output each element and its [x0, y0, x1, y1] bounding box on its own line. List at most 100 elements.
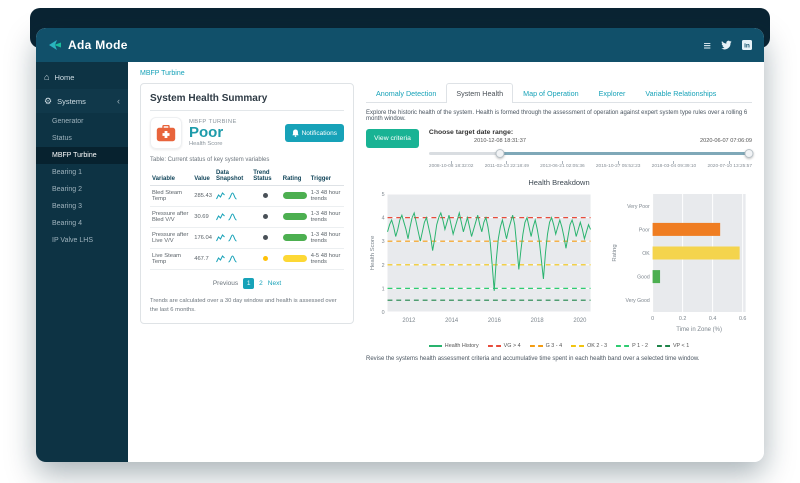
pagination-next[interactable]: Next — [267, 280, 282, 287]
pagination-page-1[interactable]: 1 — [243, 278, 255, 289]
svg-text:2016: 2016 — [488, 318, 502, 324]
variable-value: 30.69 — [192, 206, 214, 228]
slider-tick: 2020-07-10 13:25:57 — [707, 164, 752, 169]
sidebar-item-bearing-2[interactable]: Bearing 2 — [52, 186, 82, 193]
variable-name: Pressure after Bled V/V — [150, 206, 193, 228]
tab-variable-relationships[interactable]: Variable Relationships — [645, 89, 717, 98]
tab-map-of-operation[interactable]: Map of Operation — [523, 89, 579, 98]
sidebar-item-systems[interactable]: ⚙ Systems ‹ — [36, 89, 128, 113]
legend-item[interactable]: G 3 - 4 — [529, 343, 562, 349]
key-variables-table: Variable Value Data Snapshot Trend Statu… — [150, 167, 344, 270]
top-navbar: Ada Mode ≡ in — [36, 28, 764, 62]
summary-footnote: Trends are calculated over a 30 day wind… — [150, 298, 337, 313]
svg-text:Good: Good — [638, 275, 651, 281]
distribution-icon[interactable] — [228, 255, 237, 263]
home-icon: ⌂ — [44, 72, 50, 82]
chart-legend: Health History VG > 4 G 3 - 4 OK 2 - 3 P 1 -… — [366, 343, 752, 349]
legend-item[interactable]: VG > 4 — [487, 343, 521, 349]
svg-text:2018: 2018 — [531, 318, 545, 324]
svg-text:0.6: 0.6 — [739, 316, 746, 322]
system-health-summary-card: System Health Summary MBFP — [140, 83, 354, 325]
pagination-previous[interactable]: Previous — [212, 280, 239, 287]
slider-tick: 2018-03-04 09:39:10 — [651, 164, 697, 169]
distribution-icon[interactable] — [228, 192, 237, 200]
health-history-plot: 0 1 2 3 4 5 2012 2014 2016 2018 2020 Health Score — [370, 192, 592, 324]
slider-handle-end[interactable] — [744, 149, 754, 158]
legend-item[interactable]: Health History — [428, 343, 479, 349]
brand[interactable]: Ada Mode — [48, 38, 128, 52]
slider-tick-labels: 2008-10-08 18:32:02 2011-02-13 22:18:49 … — [429, 161, 752, 169]
svg-text:Health Score: Health Score — [370, 235, 376, 270]
analysis-panel: Anomaly Detection System Health Map of O… — [366, 83, 754, 362]
line-chart-icon[interactable] — [216, 234, 225, 242]
svg-text:0: 0 — [382, 310, 385, 316]
line-chart-icon[interactable] — [216, 213, 225, 221]
distribution-icon[interactable] — [228, 234, 237, 242]
table-row: Pressure after Bled V/V 30.69 1-3 48 hou… — [150, 206, 344, 228]
trend-status-icon — [263, 213, 269, 219]
linkedin-icon[interactable]: in — [742, 40, 752, 50]
svg-text:2014: 2014 — [445, 318, 459, 324]
col-header-data-snapshot: Data Snapshot — [213, 167, 252, 186]
variable-name: Pressure after Live V/V — [150, 227, 193, 249]
sidebar-item-ip-valve-lhs[interactable]: IP Valve LHS — [52, 237, 93, 244]
asset-label: MBFP TURBINE — [189, 119, 237, 126]
tab-anomaly-detection[interactable]: Anomaly Detection — [376, 89, 437, 98]
variable-name: Live Steam Temp — [150, 248, 193, 270]
svg-text:3: 3 — [382, 239, 385, 245]
pagination-page-2[interactable]: 2 — [259, 280, 263, 287]
variable-name: Bled Steam Temp — [150, 185, 193, 207]
twitter-icon[interactable] — [721, 40, 732, 50]
rating-pill — [282, 254, 307, 262]
legend-item[interactable]: VP < 1 — [656, 343, 689, 349]
brand-name: Ada Mode — [68, 38, 128, 52]
sidebar-item-status[interactable]: Status — [52, 135, 72, 142]
sidebar-item-mbfp-turbine[interactable]: MBFP Turbine — [36, 147, 128, 164]
app-window: Ada Mode ≡ in ⌂ Home ⚙ Systems ‹ G — [36, 28, 764, 462]
card-title: System Health Summary — [150, 93, 268, 104]
line-chart-icon[interactable] — [216, 192, 225, 200]
svg-text:1: 1 — [382, 286, 385, 292]
health-kit-icon — [150, 117, 182, 149]
tab-bar: Anomaly Detection System Health Map of O… — [366, 83, 752, 103]
sidebar-item-bearing-1[interactable]: Bearing 1 — [52, 169, 82, 176]
sidebar-item-bearing-4[interactable]: Bearing 4 — [52, 220, 82, 227]
breadcrumb: MBFP Turbine — [140, 70, 185, 77]
table-row: Pressure after Live V/V 176.04 1-3 48 ho… — [150, 227, 344, 249]
view-criteria-button[interactable]: View criteria — [366, 129, 419, 148]
date-range-slider[interactable] — [428, 148, 754, 159]
panel-footer-text: Revise the systems health assessment cri… — [366, 356, 700, 362]
tab-description: Explore the historic health of the syste… — [366, 110, 748, 122]
menu-icon[interactable]: ≡ — [703, 37, 711, 53]
health-score-value: Poor — [189, 124, 224, 142]
sidebar: ⌂ Home ⚙ Systems ‹ Generator Status MBFP… — [36, 62, 128, 462]
notifications-button[interactable]: Notifications — [284, 124, 344, 142]
rating-pill — [282, 191, 307, 199]
tab-system-health[interactable]: System Health — [446, 83, 514, 103]
slider-handle-start[interactable] — [495, 149, 505, 158]
health-history-chart: 0 1 2 3 4 5 2012 2014 2016 2018 2020 Health Score — [368, 190, 594, 340]
rating-pill — [282, 212, 307, 220]
rating-pill — [282, 233, 307, 241]
line-chart-icon[interactable] — [216, 255, 225, 263]
slider-selected-range — [499, 152, 749, 155]
sidebar-item-generator[interactable]: Generator — [52, 118, 84, 125]
svg-text:Very Poor: Very Poor — [628, 204, 651, 210]
sidebar-item-label: Home — [54, 73, 75, 82]
navbar-icons: ≡ in — [703, 38, 752, 53]
sidebar-item-home[interactable]: ⌂ Home — [36, 66, 128, 89]
legend-item[interactable]: P 1 - 2 — [616, 343, 648, 349]
table-caption: Table: Current status of key system vari… — [150, 157, 270, 163]
svg-text:Poor: Poor — [639, 227, 650, 233]
svg-text:2: 2 — [382, 263, 385, 269]
chevron-left-icon: ‹ — [117, 96, 120, 106]
legend-item[interactable]: OK 2 - 3 — [571, 343, 607, 349]
tab-explorer[interactable]: Explorer — [598, 89, 626, 98]
chart-title: Health Breakdown — [528, 178, 590, 187]
distribution-icon[interactable] — [228, 213, 237, 221]
svg-text:4: 4 — [382, 216, 385, 222]
health-score-label: Health Score — [189, 140, 223, 147]
svg-text:0.2: 0.2 — [679, 316, 686, 322]
main-content: MBFP Turbine System Health Summary — [128, 62, 764, 462]
sidebar-item-bearing-3[interactable]: Bearing 3 — [52, 203, 82, 210]
